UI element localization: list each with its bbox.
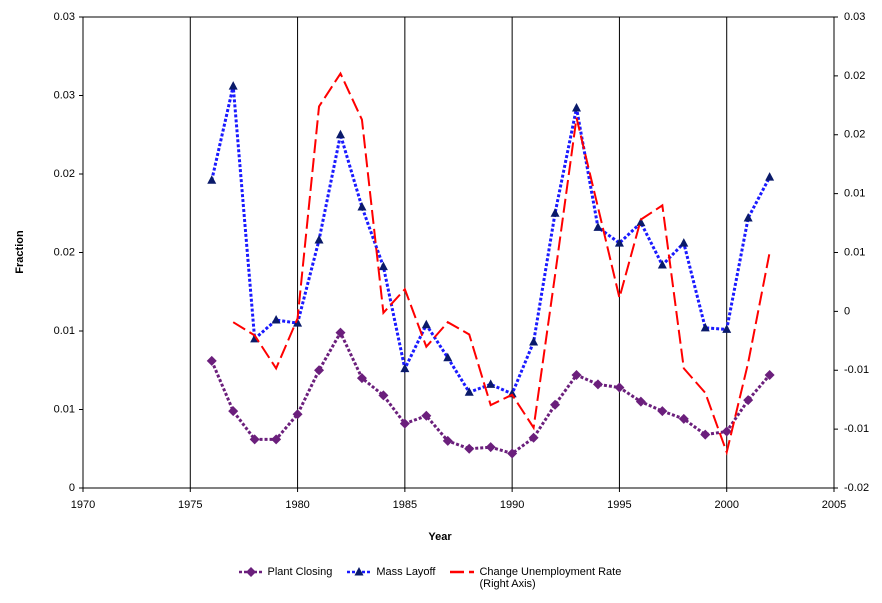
marker — [356, 373, 367, 384]
y2-tick-label: 0.01 — [844, 246, 865, 258]
marker — [743, 395, 754, 406]
marker — [293, 318, 303, 327]
x-tick-label: 1995 — [607, 499, 631, 511]
marker — [314, 234, 324, 244]
y-tick-label: 0.02 — [54, 246, 75, 258]
legend: Plant Closing Mass Layoff Change Unemploym… — [0, 566, 882, 590]
y2-tick-label: 0.02 — [844, 70, 865, 82]
marker — [400, 363, 410, 373]
y2-tick-label: 0.01 — [844, 188, 865, 200]
marker — [550, 208, 560, 217]
y2-tick-label: 0 — [844, 305, 850, 317]
x-tick-label: 2005 — [822, 499, 846, 511]
legend-item: Mass Layoff — [346, 566, 435, 578]
marker — [378, 390, 389, 401]
y-tick-label: 0.02 — [54, 168, 75, 180]
series-line — [210, 85, 771, 396]
marker — [657, 260, 667, 269]
marker — [529, 336, 539, 346]
marker — [271, 315, 281, 324]
marker — [399, 418, 410, 429]
marker — [593, 222, 603, 231]
marker — [572, 103, 582, 112]
y2-tick-label: -0.01 — [844, 364, 869, 376]
legend-swatch — [347, 567, 372, 576]
x-tick-label: 1975 — [178, 499, 202, 511]
legend-item: Change Unemployment Rate (Right Axis) — [449, 566, 644, 590]
marker — [765, 172, 775, 181]
marker — [679, 238, 689, 247]
marker — [443, 352, 453, 362]
marker — [700, 429, 711, 440]
legend-item: Plant Closing — [238, 566, 333, 578]
plot-frame — [82, 16, 835, 489]
y-tick-label: 0.01 — [54, 325, 75, 337]
marker — [486, 379, 496, 388]
legend-label: Change Unemployment Rate (Right Axis) — [479, 566, 622, 590]
marker — [722, 324, 732, 333]
series-line — [232, 71, 771, 456]
y2-tick-label: 0.02 — [844, 129, 865, 141]
marker — [464, 443, 475, 454]
marker — [442, 435, 453, 446]
y-tick-label: 0.01 — [54, 403, 75, 415]
y-tick-label: 0 — [69, 482, 75, 494]
y-axis-label: Fraction — [14, 230, 26, 274]
marker — [528, 432, 539, 443]
legend-label: Mass Layoff — [376, 566, 436, 578]
marker — [249, 434, 260, 445]
marker — [228, 81, 238, 90]
chart: Year Fraction 1970 1975 1980 1985 1990 1995 20… — [14, 11, 869, 543]
marker — [721, 426, 732, 437]
legend-swatch — [450, 570, 475, 574]
marker — [421, 410, 432, 421]
y-tick-label: 0.03 — [54, 11, 75, 23]
marker — [507, 448, 518, 459]
marker — [614, 238, 624, 247]
x-tick-label: 2000 — [714, 499, 738, 511]
x-tick-label: 1990 — [500, 499, 524, 511]
x-tick-label: 1980 — [285, 499, 309, 511]
marker — [357, 201, 367, 211]
marker — [657, 406, 668, 417]
marker — [592, 379, 603, 390]
y2-tick-label: -0.01 — [844, 423, 869, 435]
marker — [378, 261, 388, 271]
marker — [292, 409, 303, 420]
y2-tick-label: 0.03 — [844, 11, 865, 23]
marker — [764, 369, 775, 380]
marker — [335, 129, 345, 139]
marker — [314, 365, 325, 376]
marker — [421, 319, 431, 329]
marker — [700, 322, 710, 332]
marker — [678, 413, 689, 424]
marker — [614, 382, 625, 393]
legend-label: Plant Closing — [267, 566, 333, 578]
marker — [245, 567, 256, 577]
y-tick-label: 0.03 — [54, 89, 75, 101]
marker — [206, 355, 217, 366]
marker — [571, 369, 582, 380]
x-axis-label: Year — [428, 531, 452, 543]
marker — [335, 327, 346, 338]
marker — [743, 212, 753, 222]
marker — [550, 399, 561, 410]
marker — [228, 406, 239, 417]
series-line — [210, 329, 771, 456]
y2-tick-label: -0.02 — [844, 482, 869, 494]
marker — [464, 387, 474, 396]
marker — [485, 442, 496, 453]
legend-swatch — [238, 567, 263, 577]
marker — [271, 434, 282, 445]
x-tick-label: 1985 — [393, 499, 417, 511]
x-tick-label: 1970 — [71, 499, 95, 511]
marker — [354, 567, 364, 576]
marker — [207, 175, 217, 184]
marker — [636, 217, 646, 227]
marker — [635, 396, 646, 407]
